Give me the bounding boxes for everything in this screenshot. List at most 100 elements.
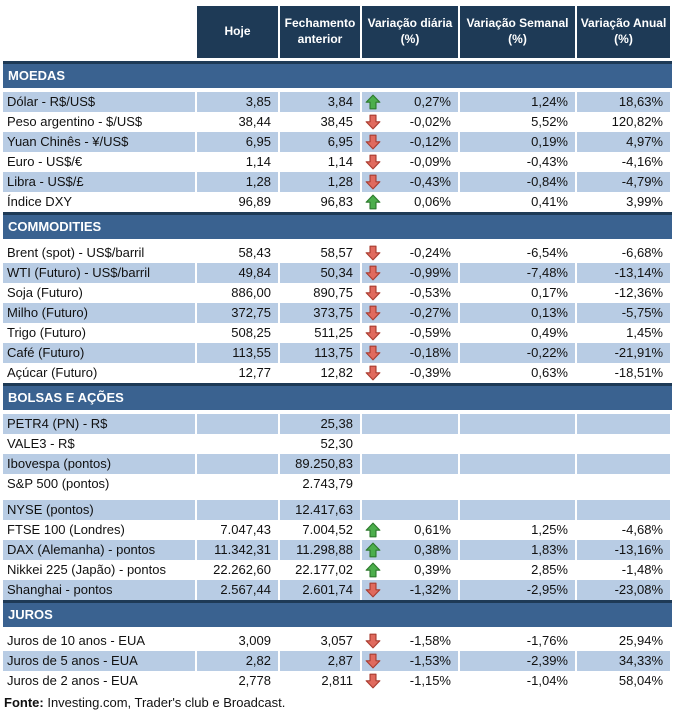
up-arrow-icon xyxy=(365,542,381,558)
cell-variacao-diaria: -1,15% xyxy=(362,671,460,691)
row-label: Juros de 2 anos - EUA xyxy=(3,671,197,691)
market-summary-table: Hoje Fechamento anterior Variação diária… xyxy=(3,6,672,691)
cell-variacao-semanal: 0,13% xyxy=(460,303,577,323)
down-arrow-icon xyxy=(365,582,381,598)
cell-hoje: 38,44 xyxy=(197,112,280,132)
cell-hoje: 3,85 xyxy=(197,92,280,112)
row-label: Yuan Chinês - ¥/US$ xyxy=(3,132,197,152)
row-label: Café (Futuro) xyxy=(3,343,197,363)
cell-variacao-diaria xyxy=(362,434,460,454)
cell-fechamento-anterior: 12,82 xyxy=(280,363,362,383)
table-row: Juros de 2 anos - EUA 2,778 2,811 -1,15% -1,… xyxy=(3,671,672,691)
cell-fechamento-anterior: 2,811 xyxy=(280,671,362,691)
row-label: Shanghai - pontos xyxy=(3,580,197,600)
cell-hoje: 2.567,44 xyxy=(197,580,280,600)
cell-hoje xyxy=(197,454,280,474)
table-row: DAX (Alemanha) - pontos 11.342,31 11.298,8… xyxy=(3,540,672,560)
cell-variacao-semanal: -7,48% xyxy=(460,263,577,283)
row-label: FTSE 100 (Londres) xyxy=(3,520,197,540)
column-header-variacao-semanal: Variação Semanal (%) xyxy=(460,6,577,58)
down-arrow-icon xyxy=(365,633,381,649)
cell-hoje: 1,28 xyxy=(197,172,280,192)
cell-variacao-semanal: 2,85% xyxy=(460,560,577,580)
cell-variacao-semanal xyxy=(460,454,577,474)
section-header-commodities: COMMODITIES xyxy=(3,212,672,239)
cell-hoje: 886,00 xyxy=(197,283,280,303)
cell-variacao-diaria: -1,53% xyxy=(362,651,460,671)
cell-variacao-anual: 18,63% xyxy=(577,92,672,112)
row-label: VALE3 - R$ xyxy=(3,434,197,454)
cell-variacao-diaria: -0,02% xyxy=(362,112,460,132)
table-row: Soja (Futuro) 886,00 890,75 -0,53% 0,17% -12,… xyxy=(3,283,672,303)
cell-fechamento-anterior: 38,45 xyxy=(280,112,362,132)
table-row: PETR4 (PN) - R$ 25,38 xyxy=(3,414,672,434)
cell-fechamento-anterior: 2,87 xyxy=(280,651,362,671)
cell-hoje: 22.262,60 xyxy=(197,560,280,580)
down-arrow-icon xyxy=(365,245,381,261)
cell-hoje: 49,84 xyxy=(197,263,280,283)
cell-variacao-semanal: 5,52% xyxy=(460,112,577,132)
cell-variacao-anual: -21,91% xyxy=(577,343,672,363)
up-arrow-icon xyxy=(365,562,381,578)
up-arrow-icon xyxy=(365,522,381,538)
source-note: Fonte: Investing.com, Trader's club e Br… xyxy=(4,695,677,710)
cell-variacao-anual: -23,08% xyxy=(577,580,672,600)
table-row: Euro - US$/€ 1,14 1,14 -0,09% -0,43% -4,16% xyxy=(3,152,672,172)
cell-hoje: 58,43 xyxy=(197,243,280,263)
cell-variacao-semanal: 0,41% xyxy=(460,192,577,212)
cell-variacao-diaria: 0,38% xyxy=(362,540,460,560)
cell-fechamento-anterior: 1,14 xyxy=(280,152,362,172)
down-arrow-icon xyxy=(365,365,381,381)
cell-fechamento-anterior: 113,75 xyxy=(280,343,362,363)
cell-variacao-diaria xyxy=(362,454,460,474)
cell-fechamento-anterior: 58,57 xyxy=(280,243,362,263)
row-label: Dólar - R$/US$ xyxy=(3,92,197,112)
cell-variacao-semanal: 0,17% xyxy=(460,283,577,303)
cell-hoje xyxy=(197,500,280,520)
cell-variacao-semanal: 0,49% xyxy=(460,323,577,343)
row-spacer xyxy=(3,494,672,500)
row-label: Euro - US$/€ xyxy=(3,152,197,172)
down-arrow-icon xyxy=(365,265,381,281)
cell-fechamento-anterior: 96,83 xyxy=(280,192,362,212)
cell-hoje xyxy=(197,474,280,494)
cell-variacao-anual: 25,94% xyxy=(577,631,672,651)
cell-variacao-diaria: -0,43% xyxy=(362,172,460,192)
cell-variacao-semanal: 1,24% xyxy=(460,92,577,112)
cell-variacao-semanal: -2,95% xyxy=(460,580,577,600)
cell-fechamento-anterior: 3,057 xyxy=(280,631,362,651)
cell-variacao-anual: -4,16% xyxy=(577,152,672,172)
table-row: FTSE 100 (Londres) 7.047,43 7.004,52 0,61% 1… xyxy=(3,520,672,540)
cell-hoje: 96,89 xyxy=(197,192,280,212)
cell-variacao-diaria: -0,39% xyxy=(362,363,460,383)
cell-variacao-diaria: -0,59% xyxy=(362,323,460,343)
table-row: Juros de 5 anos - EUA 2,82 2,87 -1,53% -2,39… xyxy=(3,651,672,671)
cell-variacao-semanal: 1,25% xyxy=(460,520,577,540)
table-row: Brent (spot) - US$/barril 58,43 58,57 -0,24… xyxy=(3,243,672,263)
cell-variacao-semanal: -1,76% xyxy=(460,631,577,651)
cell-variacao-diaria: -0,12% xyxy=(362,132,460,152)
cell-variacao-semanal: -1,04% xyxy=(460,671,577,691)
cell-variacao-anual: 1,45% xyxy=(577,323,672,343)
table-row: Peso argentino - $/US$ 38,44 38,45 -0,02% 5,… xyxy=(3,112,672,132)
cell-variacao-semanal: -6,54% xyxy=(460,243,577,263)
cell-fechamento-anterior: 11.298,88 xyxy=(280,540,362,560)
down-arrow-icon xyxy=(365,325,381,341)
cell-variacao-anual: -6,68% xyxy=(577,243,672,263)
cell-variacao-semanal xyxy=(460,434,577,454)
table-row: Dólar - R$/US$ 3,85 3,84 0,27% 1,24% 18,63% xyxy=(3,92,672,112)
cell-variacao-anual: -5,75% xyxy=(577,303,672,323)
cell-fechamento-anterior: 511,25 xyxy=(280,323,362,343)
column-header-hoje: Hoje xyxy=(197,6,280,58)
cell-variacao-anual: 34,33% xyxy=(577,651,672,671)
cell-fechamento-anterior: 50,34 xyxy=(280,263,362,283)
cell-variacao-anual: -12,36% xyxy=(577,283,672,303)
row-label: DAX (Alemanha) - pontos xyxy=(3,540,197,560)
column-header-variacao-diaria: Variação diária (%) xyxy=(362,6,460,58)
row-label: Milho (Futuro) xyxy=(3,303,197,323)
row-label: Trigo (Futuro) xyxy=(3,323,197,343)
cell-fechamento-anterior: 89.250,83 xyxy=(280,454,362,474)
cell-variacao-anual: -4,79% xyxy=(577,172,672,192)
cell-variacao-diaria: -1,58% xyxy=(362,631,460,651)
table-header: Hoje Fechamento anterior Variação diária… xyxy=(3,6,672,58)
